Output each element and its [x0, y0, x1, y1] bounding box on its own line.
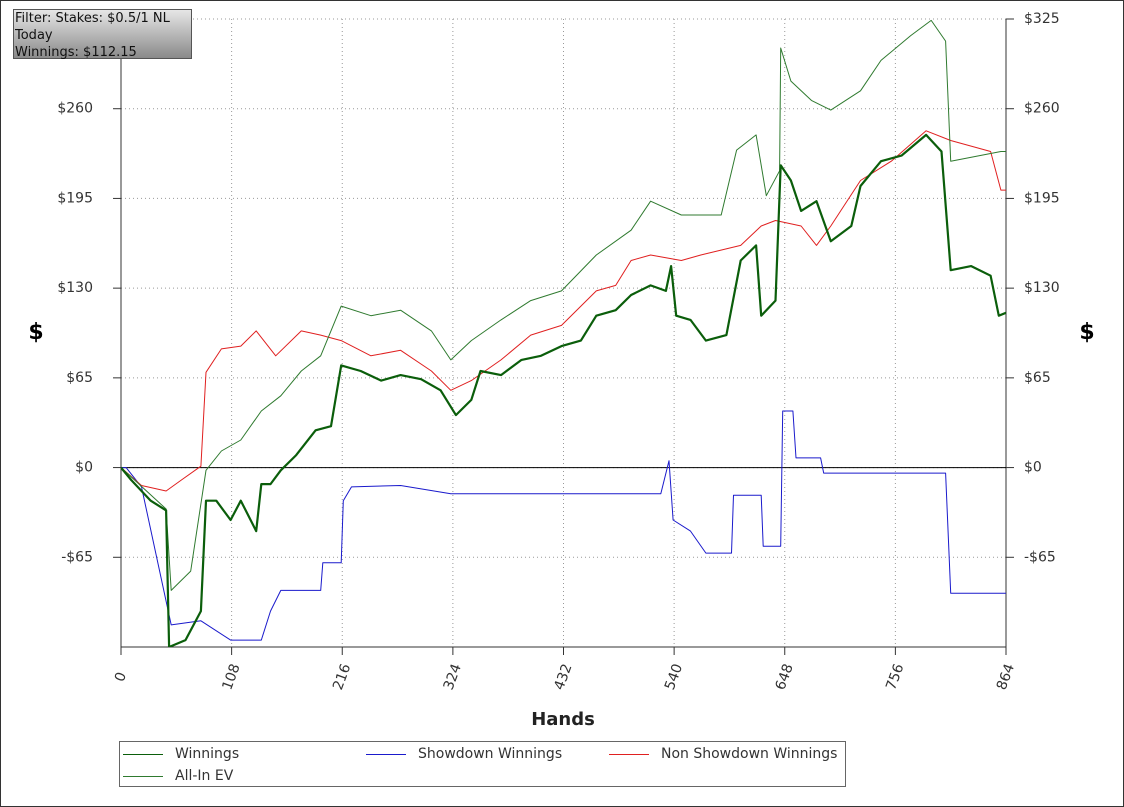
series-line — [121, 130, 1006, 492]
y-tick-label: $130 — [57, 280, 93, 296]
y-axis-label: $ — [28, 320, 43, 345]
y2-tick-label: $65 — [1024, 370, 1051, 386]
legend-label: Winnings — [175, 746, 240, 762]
legend-label: Showdown Winnings — [418, 746, 563, 762]
legend-swatch — [123, 753, 163, 755]
legend-item: All-In EV — [123, 766, 233, 786]
annotation: Winnings: $112.15 — [15, 45, 137, 60]
x-tick-label: 756 — [883, 662, 907, 693]
legend-label: All-In EV — [175, 768, 234, 784]
series-line — [121, 19, 1006, 591]
y2-tick-label: $0 — [1024, 460, 1042, 476]
x-tick-label: 0 — [112, 670, 130, 684]
series-line — [121, 133, 1006, 647]
legend-item: Showdown Winnings — [366, 744, 562, 764]
x-tick-label: 324 — [441, 662, 465, 693]
y-tick-label: $0 — [75, 460, 93, 476]
y2-tick-label: -$65 — [1024, 549, 1056, 565]
y2-tick-label: $130 — [1024, 280, 1060, 296]
y2-tick-label: $260 — [1024, 101, 1060, 117]
annotation: Today — [15, 28, 53, 43]
annotation: Filter: Stakes: $0.5/1 NL — [15, 11, 170, 26]
legend: Winnings Showdown Winnings Non Showdown Wi… — [119, 741, 846, 787]
x-tick-label: 432 — [551, 662, 575, 693]
y2-tick-label: $195 — [1024, 190, 1060, 206]
legend-swatch — [123, 775, 163, 777]
x-tick-label: 108 — [220, 662, 244, 693]
series-line — [121, 410, 1006, 641]
x-axis-label: Hands — [531, 709, 595, 730]
x-tick-label: 216 — [330, 662, 354, 693]
legend-swatch — [609, 753, 649, 755]
legend-item: Winnings — [123, 744, 239, 764]
x-tick-label: 864 — [994, 662, 1018, 693]
x-tick-label: 540 — [662, 662, 686, 693]
plot-area — [121, 19, 1006, 647]
y-tick-label: $65 — [66, 370, 93, 386]
x-tick-label: 648 — [773, 662, 797, 693]
y-tick-label: $195 — [57, 190, 93, 206]
y-tick-label: $260 — [57, 101, 93, 117]
legend-label: Non Showdown Winnings — [661, 746, 838, 762]
y2-axis-label: $ — [1079, 320, 1094, 345]
info-box: Filter: Stakes: $0.5/1 NL Today Winnings: … — [13, 9, 192, 60]
y2-tick-label: $325 — [1024, 11, 1060, 27]
legend-item: Non Showdown Winnings — [609, 744, 837, 764]
y-tick-label: -$65 — [61, 549, 93, 565]
legend-swatch — [366, 753, 406, 755]
